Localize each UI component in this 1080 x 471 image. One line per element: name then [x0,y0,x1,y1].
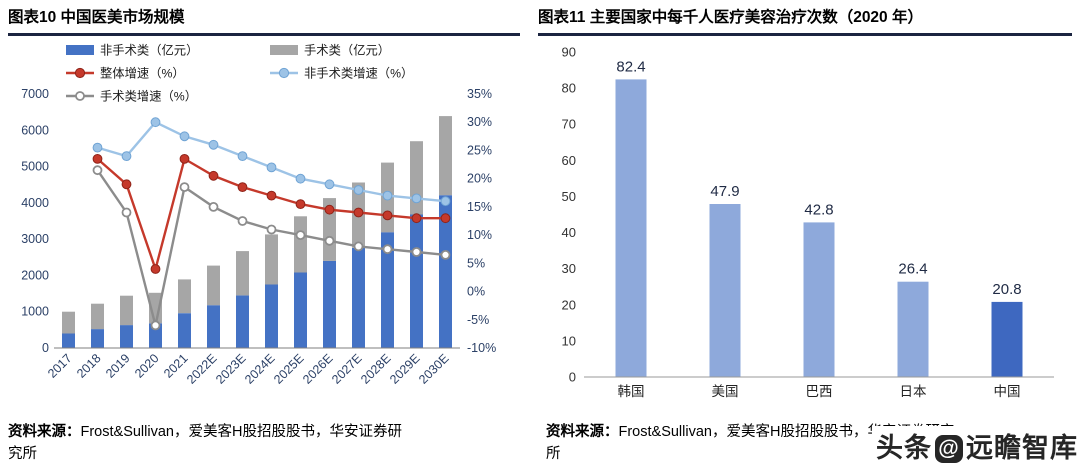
chart10-title: 图表10 中国医美市场规模 [8,5,520,36]
svg-text:70: 70 [562,117,576,132]
svg-text:2027E: 2027E [329,351,364,386]
svg-text:20.8: 20.8 [992,281,1021,298]
source-note-left: 资料来源：Frost&Sullivan，爱美客H股招股股书，华安证券研 究所 [8,421,516,466]
treatments-per-thousand-chart: 0 10 20 30 40 50 60 70 80 90 82.4 韩国 47.9 美国 42.8 巴西 26.… [538,36,1072,404]
svg-text:0: 0 [42,341,49,355]
svg-text:2000: 2000 [21,268,49,282]
svg-text:4000: 4000 [21,196,49,210]
svg-text:26.4: 26.4 [898,261,927,278]
right-chart-panel: 图表11 主要国家中每千人医疗美容治疗次数（2020 年） 0 10 20 30 40 5… [538,5,1072,404]
source-label-left: 资料来源： [8,424,81,440]
svg-text:2017: 2017 [45,351,75,381]
svg-text:30: 30 [562,261,576,276]
source-label-right: 资料来源： [546,424,619,440]
svg-text:30%: 30% [467,115,492,129]
svg-text:20%: 20% [467,172,492,186]
svg-text:82.4: 82.4 [616,58,645,75]
svg-text:35%: 35% [467,87,492,101]
svg-text:手术类增速（%）: 手术类增速（%） [100,89,197,104]
svg-text:非手术类增速（%）: 非手术类增速（%） [304,66,413,81]
svg-text:40: 40 [562,225,576,240]
stacked-bars [62,116,452,348]
watermark-prefix: 头条 [876,433,932,463]
svg-text:3000: 3000 [21,232,49,246]
source-note-right: 资料来源：Frost&Sullivan，爱美客H股招股股书，华安证券研究 所 [546,421,1070,466]
bars: 82.4 韩国 47.9 美国 42.8 巴西 26.4 日本 20.8 中国 [615,58,1023,399]
y-axis-ticks: 0 10 20 30 40 50 60 70 80 90 [562,45,576,385]
legend: 非手术类（亿元） 手术类（亿元） 整体增速（%） 非手术类增速（%） 手术类增速（%） [66,43,413,104]
growth-line-1 [92,117,451,207]
svg-text:1000: 1000 [21,305,49,319]
x-axis: 2017 2018 2019 2020 20212022E2023E2024E2025E… [45,347,460,387]
source-text-right-line2: 所 [546,446,561,463]
svg-text:2023E: 2023E [213,351,248,386]
svg-text:2025E: 2025E [271,351,306,386]
at-badge-icon: @ [935,435,963,463]
svg-text:-5%: -5% [467,313,489,327]
svg-text:2026E: 2026E [300,351,335,386]
svg-text:2024E: 2024E [242,351,277,386]
svg-text:7000: 7000 [21,87,49,101]
y-axis-right-ticks: -10% -5% 0% 5% 10% 15% 20% 25% 30% 35% [467,87,496,355]
svg-text:15%: 15% [467,200,492,214]
svg-text:6000: 6000 [21,123,49,137]
svg-text:25%: 25% [467,143,492,157]
source-text-left-line1: Frost&Sullivan，爱美客H股招股股书，华安证券研 [80,424,402,440]
svg-text:2028E: 2028E [358,351,393,386]
svg-text:中国: 中国 [994,384,1021,399]
svg-text:整体增速（%）: 整体增速（%） [100,66,185,81]
svg-text:5000: 5000 [21,160,49,174]
growth-line-2 [92,165,451,331]
svg-text:2018: 2018 [74,351,104,381]
china-medical-aesthetics-market-chart: 0 1000 2000 3000 4000 5000 6000 7000 -10% -5% 0% 5%… [8,36,520,404]
chart11-title: 图表11 主要国家中每千人医疗美容治疗次数（2020 年） [538,5,1072,36]
svg-text:80: 80 [562,81,576,96]
svg-text:60: 60 [562,153,576,168]
svg-text:2029E: 2029E [387,351,422,386]
svg-text:2019: 2019 [103,351,133,381]
svg-text:20: 20 [562,297,576,312]
y-axis-left-ticks: 0 1000 2000 3000 4000 5000 6000 7000 [21,87,49,355]
source-text-left-line2: 究所 [8,446,37,463]
watermark-suffix: 远瞻智库 [966,433,1078,463]
svg-text:47.9: 47.9 [710,183,739,200]
svg-text:日本: 日本 [900,384,928,399]
svg-text:2030E: 2030E [416,351,451,386]
svg-text:10: 10 [562,333,576,348]
svg-text:50: 50 [562,189,576,204]
svg-text:韩国: 韩国 [618,384,645,399]
svg-text:5%: 5% [467,256,485,270]
svg-text:-10%: -10% [467,341,496,355]
svg-text:10%: 10% [467,228,492,242]
watermark: 头条 @ 远瞻智库 [872,426,1078,465]
svg-text:2020: 2020 [132,351,162,381]
source-text-right-line1: Frost&Sullivan，爱美客H股招股股书，华安证券研究 [618,424,955,440]
svg-text:2022E: 2022E [184,351,219,386]
svg-text:手术类（亿元）: 手术类（亿元） [304,43,390,58]
chart10-svg: 0 1000 2000 3000 4000 5000 6000 7000 -10% -5% 0% 5%… [21,43,496,387]
svg-text:0%: 0% [467,285,485,299]
svg-text:非手术类（亿元）: 非手术类（亿元） [100,43,198,58]
svg-text:90: 90 [562,45,576,60]
svg-text:42.8: 42.8 [804,201,833,218]
svg-text:0: 0 [569,370,576,385]
growth-line-0 [92,154,451,274]
svg-text:美国: 美国 [712,384,739,399]
chart11-svg: 0 10 20 30 40 50 60 70 80 90 82.4 韩国 47.9 美国 42.8 巴西 26.… [562,45,1054,399]
svg-text:巴西: 巴西 [806,384,833,399]
left-chart-panel: 图表10 中国医美市场规模 0 1000 2000 3000 4000 5000 6000 7… [8,5,520,404]
